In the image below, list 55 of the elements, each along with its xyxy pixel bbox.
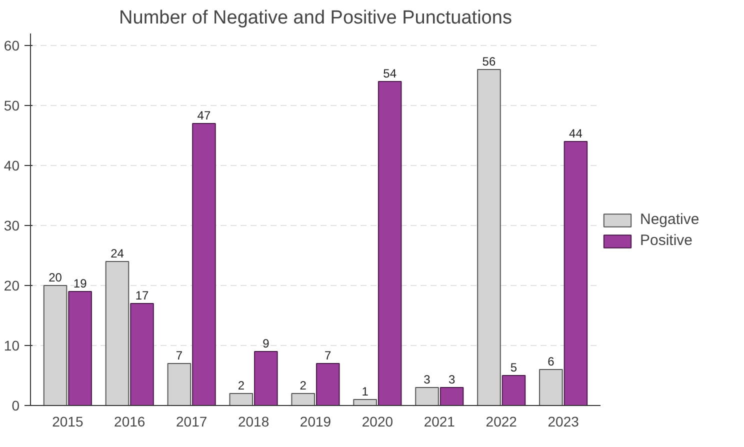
y-tick-label: 40: [4, 158, 20, 174]
bar: [440, 387, 464, 406]
data-label: 56: [482, 54, 496, 68]
bar: [130, 303, 154, 406]
bar: [502, 375, 526, 406]
bar: [477, 69, 501, 406]
y-tick-label: 10: [4, 338, 20, 354]
data-label: 2: [300, 378, 307, 392]
y-tick-label: 20: [4, 278, 20, 294]
data-label: 19: [73, 276, 88, 290]
data-label: 1: [362, 384, 369, 398]
x-tick-label: 2016: [114, 414, 146, 430]
data-label: 17: [135, 288, 150, 302]
y-tick-label: 30: [4, 218, 20, 234]
bar: [291, 393, 316, 406]
data-label: 20: [48, 270, 62, 284]
x-tick-label: 2017: [176, 414, 208, 430]
y-tick-label: 50: [4, 98, 20, 114]
x-tick-label: 2018: [238, 414, 270, 430]
data-label: 7: [176, 348, 183, 362]
bar: [105, 261, 130, 406]
data-label: 44: [569, 126, 583, 140]
chart-title: Number of Negative and Positive Punctuations: [119, 8, 512, 28]
data-label: 9: [262, 336, 270, 350]
bar: [68, 291, 92, 406]
x-tick-label: 2021: [424, 414, 456, 430]
bar: [415, 387, 439, 406]
legend-label: Positive: [640, 232, 693, 249]
legend-label: Negative: [640, 211, 700, 228]
data-label: 5: [510, 360, 518, 374]
data-label: 2: [238, 378, 245, 392]
bar: [43, 285, 68, 406]
y-tick-label: 0: [12, 398, 20, 414]
bar: [167, 363, 192, 406]
data-label: 7: [324, 348, 332, 362]
x-tick-label: 2022: [486, 414, 518, 430]
x-tick-label: 2019: [300, 414, 332, 430]
bar: [316, 363, 340, 406]
x-tick-label: 2020: [362, 414, 394, 430]
y-tick-label: 60: [4, 38, 20, 54]
data-label: 54: [383, 66, 397, 80]
bar: [378, 81, 402, 406]
bar: [564, 141, 588, 406]
bar: [539, 369, 563, 406]
data-label: 3: [448, 372, 456, 386]
x-tick-label: 2015: [52, 414, 84, 430]
data-label: 3: [424, 372, 431, 386]
bar: [229, 393, 254, 406]
bar: [353, 399, 377, 406]
bar: [192, 123, 216, 406]
x-tick-label: 2023: [548, 414, 580, 430]
bar: [254, 351, 278, 406]
data-label: 24: [110, 246, 124, 260]
data-label: 47: [197, 108, 211, 122]
data-label: 6: [548, 354, 555, 368]
